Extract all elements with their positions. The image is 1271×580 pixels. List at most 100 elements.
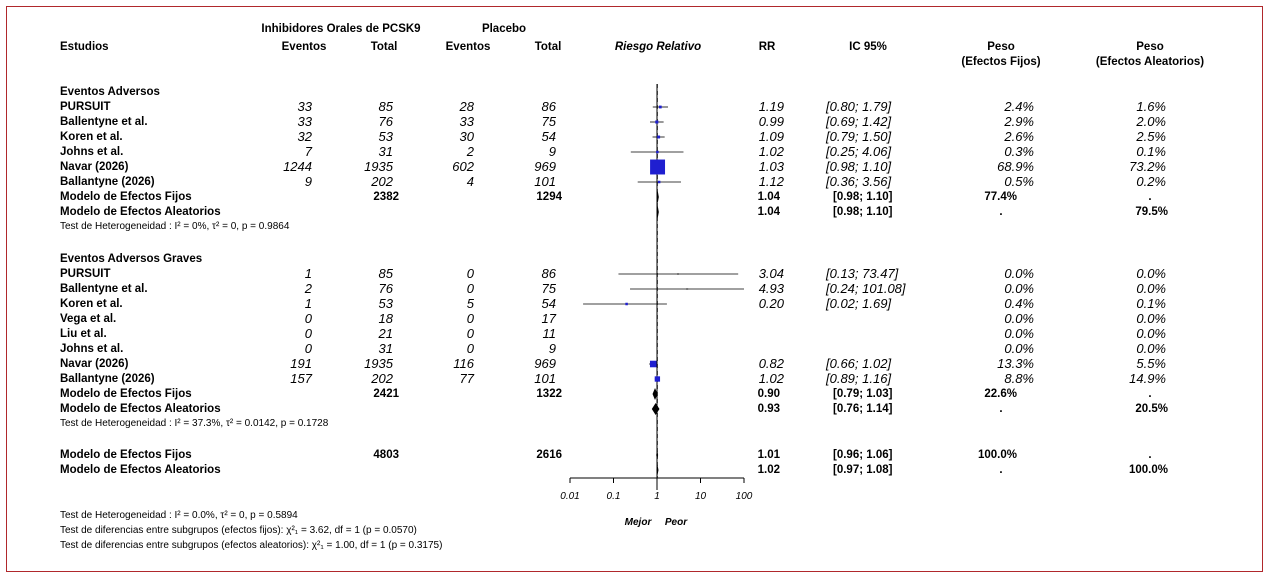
weight-fixed-value: 0.5% xyxy=(1004,174,1034,189)
model-weight-random: 20.5% xyxy=(1135,403,1168,415)
subgroup-title: Eventos Adversos xyxy=(60,86,160,98)
fixed-total1: 4803 xyxy=(373,449,399,461)
model-weight-random: . xyxy=(1148,388,1152,400)
events2-value: 602 xyxy=(452,159,474,174)
group2-header: Placebo xyxy=(481,23,527,35)
total1-value: 53 xyxy=(378,296,393,311)
ci-value: [0.02; 1.69] xyxy=(826,296,892,311)
rr-header: RR xyxy=(758,41,776,53)
weight-fixed-value: 0.4% xyxy=(1004,296,1034,311)
events1-value: 32 xyxy=(297,129,312,144)
group1-header: Inhibidores Orales de PCSK9 xyxy=(261,23,421,35)
model-weight-fixed: . xyxy=(999,464,1003,476)
model-weight-fixed: 77.4% xyxy=(984,191,1017,203)
model-rr-value: 0.93 xyxy=(757,403,780,415)
events1-value: 0 xyxy=(304,311,312,326)
model-weight-random: . xyxy=(1148,191,1152,203)
subgroup-heterogeneity: Test de Heterogeneidad : I² = 37.3%, τ² … xyxy=(60,418,329,429)
fixed-diamond xyxy=(656,191,659,203)
total2-value: 9 xyxy=(548,341,556,356)
model-ci-value: [0.76; 1.14] xyxy=(833,403,893,415)
x-label-better: Mejor xyxy=(624,517,652,528)
events1-value: 1 xyxy=(304,296,312,311)
events2-value: 0 xyxy=(466,311,474,326)
weight-fixed-sub: (Efectos Fijos) xyxy=(961,56,1041,68)
rr-value: 1.09 xyxy=(758,129,784,144)
fixed-diamond xyxy=(656,449,659,461)
model-rr-value: 1.01 xyxy=(757,449,780,461)
events1-value: 2 xyxy=(304,281,312,296)
model-weight-random: 100.0% xyxy=(1128,464,1168,476)
study-box xyxy=(625,302,628,306)
random-diamond xyxy=(651,403,660,415)
total1-value: 85 xyxy=(378,99,393,114)
total1-value: 76 xyxy=(378,114,393,129)
study-box xyxy=(658,105,662,109)
total2-value: 9 xyxy=(548,144,556,159)
ci-value: [0.66; 1.02] xyxy=(826,356,892,371)
fixed-model-label: Modelo de Efectos Fijos xyxy=(60,388,192,400)
weight-random-value: 0.0% xyxy=(1136,266,1166,281)
random-diamond xyxy=(656,464,659,476)
study-name: Navar (2026) xyxy=(60,358,129,370)
ci-value: [0.13; 73.47] xyxy=(826,266,899,281)
rr-value: 0.82 xyxy=(758,356,784,371)
weight-fixed-value: 13.3% xyxy=(997,356,1034,371)
weight-random-value: 73.2% xyxy=(1129,159,1166,174)
events2-value: 2 xyxy=(466,144,474,159)
rr-value: 1.02 xyxy=(758,144,784,159)
events1-value: 0 xyxy=(304,341,312,356)
weight-fixed-header: Peso xyxy=(987,41,1015,53)
random-model-label: Modelo de Efectos Aleatorios xyxy=(60,464,221,476)
events2-value: 77 xyxy=(459,371,474,386)
random-model-label: Modelo de Efectos Aleatorios xyxy=(60,206,221,218)
total1-value: 31 xyxy=(378,341,393,356)
total2-value: 11 xyxy=(542,326,557,341)
study-name: Koren et al. xyxy=(60,131,123,143)
study-name: Johns et al. xyxy=(60,146,124,158)
weight-random-value: 2.0% xyxy=(1136,114,1166,129)
rr-value: 0.99 xyxy=(758,114,784,129)
ci-value: [0.25; 4.06] xyxy=(826,144,892,159)
study-box xyxy=(655,120,659,124)
weight-fixed-value: 0.0% xyxy=(1004,341,1034,356)
fixed-total1: 2382 xyxy=(373,191,399,203)
x-tick-label: 0.01 xyxy=(560,491,580,502)
weight-random-value: 0.0% xyxy=(1136,281,1166,296)
events1-value: 33 xyxy=(297,114,312,129)
study-box xyxy=(657,135,661,139)
footnote-heterogeneity: Test de Heterogeneidad : I² = 0.0%, τ² =… xyxy=(60,510,298,521)
total2-header: Total xyxy=(534,41,562,53)
total2-value: 54 xyxy=(541,296,556,311)
x-label-worse: Peor xyxy=(664,517,688,528)
weight-random-value: 5.5% xyxy=(1136,356,1166,371)
events2-value: 116 xyxy=(453,356,474,371)
study-name: Navar (2026) xyxy=(60,161,129,173)
total1-value: 76 xyxy=(378,281,393,296)
weight-random-value: 0.1% xyxy=(1136,144,1166,159)
study-name: Ballantyne (2026) xyxy=(60,373,155,385)
weight-random-sub: (Efectos Aleatorios) xyxy=(1095,56,1205,68)
rr-value: 0.20 xyxy=(758,296,784,311)
weight-random-value: 0.0% xyxy=(1136,311,1166,326)
random-model-label: Modelo de Efectos Aleatorios xyxy=(60,403,221,415)
subgroup-title: Eventos Adversos Graves xyxy=(60,253,203,265)
study-name: PURSUIT xyxy=(60,101,111,113)
events2-value: 30 xyxy=(459,129,474,144)
weight-fixed-value: 68.9% xyxy=(997,159,1034,174)
total1-value: 1935 xyxy=(364,356,393,371)
model-weight-fixed: 22.6% xyxy=(984,388,1017,400)
events2-value: 4 xyxy=(466,174,474,189)
fixed-total2: 1294 xyxy=(536,191,562,203)
ci-value: [0.89; 1.16] xyxy=(826,371,892,386)
study-name: Liu et al. xyxy=(60,328,107,340)
rr-value: 1.02 xyxy=(758,371,784,386)
study-name: Ballantyne (2026) xyxy=(60,176,155,188)
events2-value: 0 xyxy=(466,281,474,296)
model-ci-value: [0.98; 1.10] xyxy=(833,206,893,218)
events1-value: 191 xyxy=(290,356,312,371)
model-weight-fixed: . xyxy=(999,403,1003,415)
events1-value: 1244 xyxy=(283,159,312,174)
weight-fixed-value: 2.9% xyxy=(1004,114,1034,129)
